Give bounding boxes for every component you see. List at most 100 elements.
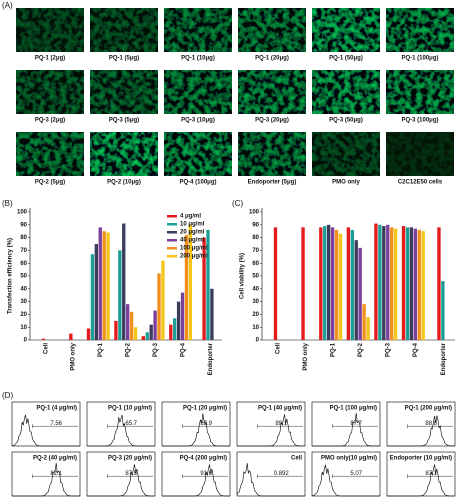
y-tick-label: 20 (20, 312, 27, 318)
y-tick-label: 50 (20, 274, 27, 280)
gate-percent: 89.1 (275, 421, 287, 427)
x-tick-label: PQ-2 (358, 342, 364, 357)
y-tick-label: 30 (252, 299, 259, 305)
bar (141, 336, 146, 340)
legend-label: 100 μg/ml (180, 246, 208, 252)
bar (417, 229, 421, 340)
bar (334, 229, 339, 340)
micrograph-signal (312, 70, 380, 114)
micrograph-signal (312, 8, 380, 52)
y-tick-label: 90 (20, 222, 27, 228)
x-tick-label: PQ-2 (126, 342, 132, 357)
micrograph-label: PQ-2 (5μg) (35, 180, 65, 186)
y-tick-label: 100 (249, 210, 260, 216)
gate-percent: 65.7 (125, 421, 137, 427)
y-tick-label: 40 (20, 286, 27, 292)
micrograph-signal (16, 70, 84, 114)
x-tick-label: PQ-4 (180, 342, 186, 357)
histogram-label: PQ-1 (100 μg/ml) (330, 406, 377, 412)
micrograph-signal (90, 70, 158, 114)
histogram-frame (161, 451, 231, 497)
histogram-frame (386, 401, 456, 447)
histogram-frame (236, 401, 306, 447)
legend-swatch (167, 215, 177, 218)
bar (390, 227, 394, 340)
histogram-label: PQ-3 (20 μg/ml) (108, 456, 152, 462)
histogram-label: PQ-1 (20 μg/ml) (183, 406, 227, 412)
bar (180, 292, 185, 340)
bar (421, 231, 425, 340)
bar (106, 232, 110, 340)
y-tick-label: 0 (256, 338, 260, 344)
x-tick-label: PQ-3 (386, 342, 392, 357)
bar (145, 332, 149, 340)
bar (102, 231, 106, 340)
micrograph-label: PQ-1 (5μg) (109, 56, 139, 62)
bar (437, 227, 441, 340)
histogram-curve (387, 464, 455, 497)
micrograph-signal (164, 8, 232, 52)
x-tick-label: PMO only (71, 342, 77, 370)
panel-label: (D) (2, 391, 13, 400)
bar (173, 318, 177, 340)
bar (338, 233, 343, 340)
bar (405, 227, 410, 340)
bar (149, 324, 153, 340)
bar (118, 250, 122, 340)
histogram-label: PQ-2 (40 μg/ml) (33, 456, 77, 462)
x-tick-label: Endoporter (208, 342, 214, 375)
micrograph-signal (238, 8, 306, 52)
gate-percent: 87.1 (425, 471, 437, 477)
y-tick-label: 10 (20, 325, 27, 331)
micrograph-label: PQ-1 (50μg) (329, 56, 363, 62)
legend-swatch (167, 223, 177, 226)
bar (184, 235, 189, 340)
histogram-curve (312, 413, 380, 447)
micrograph-signal (238, 132, 306, 176)
bar (69, 333, 73, 340)
bar (133, 327, 138, 340)
micrograph-label: PQ-4 (100μg) (179, 180, 216, 186)
x-tick-label: Cell (43, 343, 49, 354)
histogram-curve (236, 463, 305, 497)
bar (441, 281, 445, 340)
gate-percent: 91.6 (200, 471, 212, 477)
gate-percent: 87.7 (350, 421, 362, 427)
y-tick-label: 30 (20, 299, 27, 305)
histogram-frame (311, 401, 381, 447)
bar (382, 226, 386, 340)
micrograph-signal (312, 132, 380, 176)
legend-swatch (167, 231, 177, 234)
micrograph-label: PQ-2 (10μg) (107, 180, 141, 186)
histogram-label: PQ-1 (200 μg/ml) (405, 406, 452, 412)
bar (374, 223, 378, 340)
micrograph-label: C2C12E50 cells (398, 180, 443, 186)
y-tick-label: 20 (252, 312, 259, 318)
micrograph-signal (386, 8, 454, 52)
bar (129, 311, 134, 340)
y-tick-label: 40 (252, 286, 259, 292)
micrograph-signal (164, 70, 232, 114)
legend-label: 10 μg/ml (180, 222, 205, 228)
micrograph-signal (386, 132, 454, 176)
legend-swatch (167, 255, 177, 258)
histogram-curve (311, 464, 380, 497)
bar (114, 320, 118, 340)
y-tick-label: 60 (252, 261, 259, 267)
bar (323, 226, 327, 340)
panel-label: (B) (2, 199, 13, 208)
bar (210, 288, 214, 340)
histogram-curve (11, 414, 80, 447)
histogram-label: Cell (291, 456, 302, 462)
histogram-curve (87, 414, 155, 447)
micrograph-signal (386, 70, 454, 114)
y-tick-label: 50 (252, 274, 259, 280)
bar (319, 227, 323, 340)
bar (126, 304, 130, 340)
micrograph-label: PQ-1 (10μg) (181, 56, 215, 62)
bar (362, 304, 366, 340)
x-tick-label: PQ-3 (153, 342, 159, 357)
legend-label: 200 μg/ml (180, 254, 208, 260)
y-tick-label: 0 (24, 338, 28, 344)
y-tick-label: 70 (20, 248, 27, 254)
